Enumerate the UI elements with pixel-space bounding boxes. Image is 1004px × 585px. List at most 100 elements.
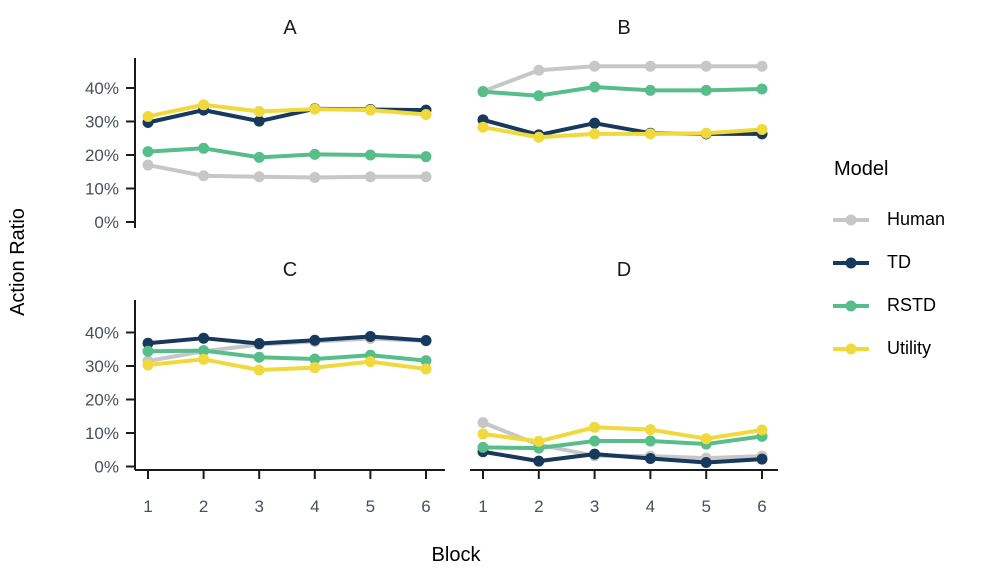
series-line-rstd — [146, 146, 428, 160]
data-point-utility — [198, 353, 210, 365]
legend-entries: Human TD RSTD Utility — [832, 198, 945, 370]
y-tick-label: 20% — [85, 146, 119, 165]
data-point-rstd — [253, 151, 265, 163]
data-point-utility — [756, 424, 768, 436]
x-tick-label: 4 — [646, 497, 655, 516]
data-point-utility — [253, 364, 265, 376]
legend-title: Model — [834, 158, 889, 180]
data-point-utility — [309, 103, 321, 115]
data-point-utility — [420, 363, 432, 375]
data-point-human — [644, 60, 656, 72]
series-line-rstd — [481, 84, 764, 98]
data-point-utility — [198, 99, 210, 111]
series-utility — [142, 353, 432, 376]
data-point-human — [364, 171, 376, 183]
series-utility — [477, 421, 768, 447]
data-point-utility — [477, 428, 489, 440]
data-point-utility — [700, 127, 712, 139]
x-tick-label: 3 — [590, 497, 599, 516]
series-line-utility — [146, 357, 428, 373]
data-point-rstd — [477, 86, 489, 98]
data-point-utility — [142, 359, 154, 371]
y-axis-title: Action Ratio — [7, 208, 29, 316]
data-point-td — [589, 448, 601, 460]
data-point-utility — [589, 128, 601, 140]
data-point-utility — [644, 424, 656, 436]
data-point-rstd — [477, 441, 489, 453]
data-point-rstd — [756, 83, 768, 95]
data-point-human — [700, 60, 712, 72]
data-point-utility — [142, 110, 154, 122]
legend-label-rstd: RSTD — [887, 295, 936, 315]
y-tick-label: 10% — [85, 424, 119, 443]
panel-title-C: C — [283, 259, 297, 281]
legend-key-icon-td — [833, 257, 869, 268]
data-point-rstd — [253, 351, 265, 363]
data-point-td — [364, 331, 376, 343]
x-tick-label: 1 — [478, 497, 487, 516]
legend: Model Human TD RSTD Utility — [832, 158, 945, 370]
legend-label-utility: Utility — [887, 338, 931, 358]
x-tick-label: 5 — [366, 497, 375, 516]
series-line-td — [481, 449, 764, 465]
data-point-rstd — [309, 148, 321, 160]
series-rstd — [477, 81, 768, 102]
data-point-utility — [756, 124, 768, 136]
data-point-rstd — [589, 435, 601, 447]
x-tick-label: 6 — [757, 497, 766, 516]
data-point-td — [589, 117, 601, 129]
series-line-utility — [481, 425, 764, 444]
data-point-rstd — [364, 149, 376, 161]
data-point-td — [756, 453, 768, 465]
data-point-td — [198, 332, 210, 344]
x-tick-label: 2 — [534, 497, 543, 516]
y-tick-label: 40% — [85, 324, 119, 343]
panel-title-A: A — [283, 17, 297, 39]
data-point-utility — [644, 128, 656, 140]
data-point-utility — [533, 131, 545, 143]
series-line-td — [146, 334, 428, 346]
series-utility — [477, 121, 768, 143]
data-point-rstd — [198, 345, 210, 357]
legend-label-human: Human — [887, 209, 946, 229]
y-tick-label: 0% — [94, 213, 119, 232]
data-point-human — [420, 171, 432, 183]
data-point-td — [253, 338, 265, 350]
data-point-human — [253, 171, 265, 183]
data-point-utility — [364, 104, 376, 116]
series-line-utility — [146, 102, 428, 119]
y-tick-label: 10% — [85, 180, 119, 199]
legend-entry-human: Human — [832, 198, 945, 241]
panel-title-B: B — [617, 17, 630, 39]
panel-C: C 0% 10% 20% 30% 40% 1 2 3 4 5 6 — [85, 259, 445, 516]
data-point-human — [477, 417, 489, 429]
data-point-td — [253, 115, 265, 127]
data-point-td — [644, 452, 656, 464]
data-point-utility — [309, 362, 321, 374]
legend-entry-utility: Utility — [832, 327, 945, 370]
data-point-human — [142, 159, 154, 171]
legend-key-icon-utility — [833, 343, 869, 354]
data-point-utility — [589, 421, 601, 433]
series-td — [142, 331, 432, 350]
y-tick-label: 20% — [85, 391, 119, 410]
data-point-utility — [533, 435, 545, 447]
data-point-td — [142, 337, 154, 349]
y-tick-label: 0% — [94, 458, 119, 477]
data-point-utility — [477, 121, 489, 133]
data-point-rstd — [700, 84, 712, 96]
legend-entry-rstd: RSTD — [832, 284, 945, 327]
data-point-utility — [700, 433, 712, 445]
legend-key-icon-rstd — [833, 300, 869, 311]
series-line-utility — [481, 125, 764, 140]
series-line-human — [146, 163, 428, 180]
data-point-rstd — [198, 142, 210, 154]
x-tick-label: 4 — [310, 497, 319, 516]
data-point-human — [756, 60, 768, 72]
data-point-utility — [420, 108, 432, 120]
series-utility — [142, 99, 432, 122]
data-point-rstd — [420, 355, 432, 367]
data-point-rstd — [644, 84, 656, 96]
series-line-rstd — [146, 348, 428, 363]
